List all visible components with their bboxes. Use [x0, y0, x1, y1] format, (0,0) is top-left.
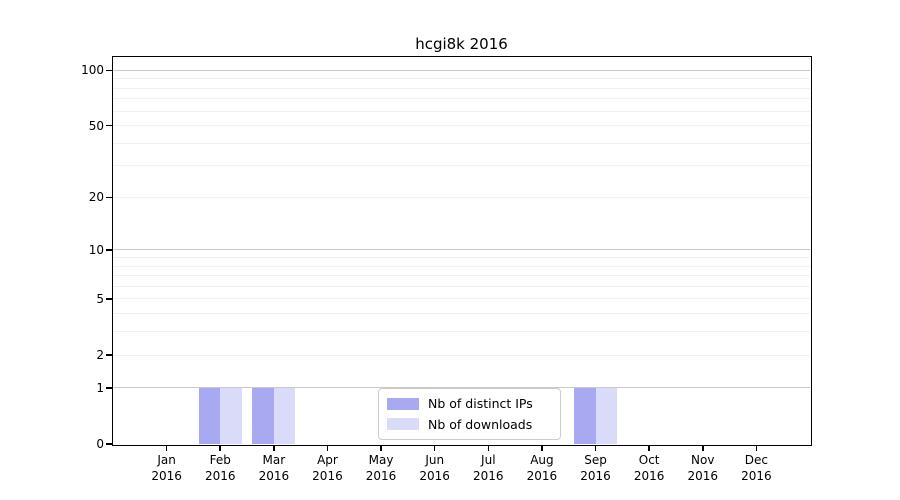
x-tick-label: Sep 2016 [580, 453, 611, 483]
bar-downloads [273, 387, 296, 444]
gridline-minor [113, 196, 810, 198]
x-tick-label: Apr 2016 [312, 453, 343, 483]
x-tick [594, 445, 597, 451]
legend-entry-downloads: Nb of downloads [387, 417, 552, 432]
y-tick-label: 0 [96, 437, 104, 451]
gridline-minor [113, 78, 810, 80]
x-tick-label: Feb 2016 [204, 453, 236, 483]
y-tick [105, 196, 112, 199]
bar-distinct-ips [252, 387, 274, 444]
x-tick [702, 445, 704, 451]
x-tick-label: Oct 2016 [633, 453, 665, 483]
gridline-minor [113, 354, 810, 356]
y-tick [105, 387, 112, 389]
y-tick-label: 100 [81, 63, 104, 78]
y-tick-label: 2 [96, 348, 104, 363]
gridline-minor [113, 98, 810, 100]
x-tick [326, 445, 329, 451]
legend-swatch [387, 418, 419, 431]
gridline-minor [113, 125, 810, 127]
gridline-minor [113, 275, 810, 277]
legend: Nb of distinct IPs Nb of downloads [378, 388, 561, 440]
gridline-major [113, 387, 810, 389]
gridline-minor [113, 110, 810, 112]
legend-label: Nb of downloads [428, 416, 533, 432]
legend-swatch [387, 397, 419, 410]
gridline-minor [113, 298, 810, 300]
x-tick-label: Jul 2016 [473, 453, 504, 483]
x-tick-label: Mar 2016 [258, 453, 290, 483]
y-tick [105, 69, 112, 72]
gridline-minor [113, 331, 810, 333]
x-tick-label: Jan 2016 [151, 453, 182, 483]
gridline-minor [113, 265, 810, 267]
y-tick [105, 249, 112, 251]
y-tick-label: 1 [96, 380, 104, 395]
gridline-minor [113, 285, 810, 287]
x-tick-label: Aug 2016 [526, 453, 558, 483]
gridline-minor [113, 165, 810, 167]
y-tick [105, 354, 112, 356]
y-tick-label: 10 [88, 242, 104, 257]
chart-title: hcgi8k 2016 [415, 35, 508, 53]
y-tick-label: 5 [96, 291, 104, 306]
x-tick [380, 445, 382, 451]
bar-distinct-ips [574, 387, 596, 444]
legend-label: Nb of distinct IPs [428, 396, 533, 412]
bar-distinct-ips [198, 387, 221, 444]
y-tick-label: 50 [88, 118, 104, 133]
gridline-minor [113, 257, 810, 259]
x-tick [487, 445, 490, 451]
gridline-minor [113, 313, 810, 315]
y-tick [105, 124, 112, 127]
gridline-major [113, 249, 810, 251]
x-tick [273, 445, 275, 451]
bar-downloads [595, 387, 618, 444]
x-tick [648, 445, 650, 451]
x-tick-label: May 2016 [365, 453, 397, 483]
y-tick [105, 443, 112, 445]
x-tick-label: Jun 2016 [419, 453, 450, 483]
x-tick [219, 445, 221, 451]
bar-downloads [220, 387, 242, 444]
x-tick [165, 445, 168, 451]
y-tick-label: 20 [88, 190, 104, 205]
legend-entry-distinct-ips: Nb of distinct IPs [387, 396, 552, 411]
gridline-major [113, 69, 810, 71]
gridline-minor [113, 87, 810, 89]
x-tick [541, 445, 543, 451]
y-tick [105, 298, 112, 300]
x-tick-label: Dec 2016 [741, 453, 772, 483]
x-tick-label: Nov 2016 [687, 453, 719, 483]
gridline-minor [113, 142, 810, 144]
x-tick [433, 445, 436, 451]
plot-area: 0 1 2 5 10 20 50 100 Jan 2016 Feb 2016 Mar 2016 Apr… [81, 57, 810, 483]
x-tick [755, 445, 758, 451]
